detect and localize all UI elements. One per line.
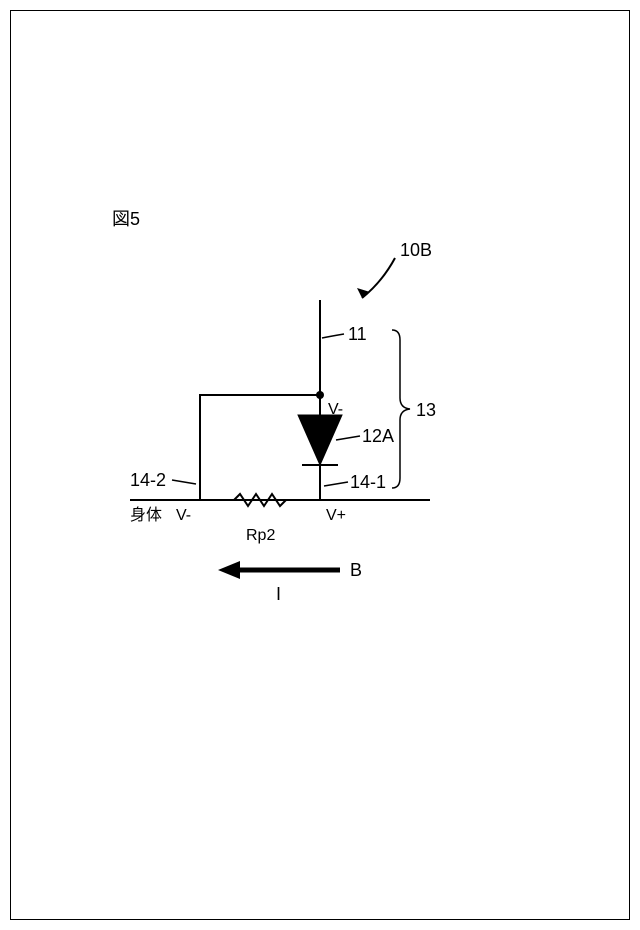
ref-arrow-10B: 10B [357,240,432,298]
label-v-minus-bottom: V- [176,507,191,524]
diode-triangle [298,415,342,465]
figure-label: 図5 [112,209,140,229]
lead-14-1 [324,482,348,486]
lead-14-2 [172,480,196,484]
current-arrow: B I [218,560,362,604]
label-Rp2: Rp2 [246,527,275,544]
label-B: B [350,560,362,580]
label-11: 11 [348,324,367,344]
label-v-plus: V+ [326,507,346,524]
label-13: 13 [416,400,436,420]
label-I: I [276,584,281,604]
label-body: 身体 [130,506,162,524]
brace-13 [392,330,410,488]
page: 図5 10B 11 V- 12A 14-1 14 [0,0,640,930]
circuit-diagram: 図5 10B 11 V- 12A 14-1 14 [0,0,640,930]
label-14-2: 14-2 [130,470,166,490]
label-14-1: 14-1 [350,472,386,492]
lead-12A [336,436,360,440]
label-12A: 12A [362,426,394,446]
wire-left [200,395,320,500]
lead-11 [322,334,344,338]
label-10B: 10B [400,240,432,260]
